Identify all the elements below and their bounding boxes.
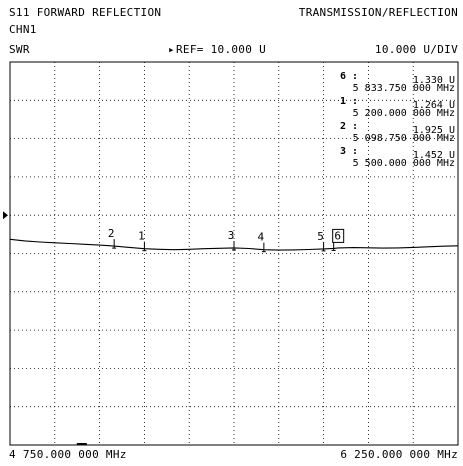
trace-layer [9, 238, 459, 251]
readout-marker-2-value: 1.925 U [413, 125, 455, 136]
marker-3-label: 3 [228, 229, 235, 242]
readout-marker-3-frequency: 5 500.000 000 MHz [353, 158, 455, 169]
readout-marker-6-value: 1.330 U [413, 75, 455, 86]
start-frequency: 4 750.000 000 MHz [9, 448, 127, 461]
marker-readout-panel: 6 : 1.330 U5 833.750 000 MHz 1 : 1.264 U5 2… [340, 71, 455, 169]
scale-per-division: 10.000 U/DIV [374, 43, 458, 56]
stop-frequency: 6 250.000 000 MHz [340, 448, 458, 461]
marker-6-label: 6 [334, 229, 341, 242]
ref-arrow-icon: ▸ [168, 43, 175, 56]
reference-position-pointer [3, 211, 8, 220]
readout-marker-6-frequency: 5 833.750 000 MHz [353, 83, 455, 94]
marker-4-label: 4 [258, 231, 265, 244]
measurement-title: S11 FORWARD REFLECTION [9, 6, 162, 19]
marker-6-box [332, 228, 345, 243]
marker-1-label: 1 [138, 230, 145, 243]
readout-marker-1-id: 1 : [340, 96, 358, 107]
readout-marker-6-id: 6 : [340, 71, 358, 82]
channel-label: CHN1 [9, 23, 37, 36]
trace-line [9, 238, 459, 251]
marker-2-label: 2 [108, 227, 115, 240]
format-label: SWR [9, 43, 30, 56]
readout-marker-3-value: 1.452 U [413, 150, 455, 161]
mode-title: TRANSMISSION/REFLECTION [298, 6, 458, 19]
readout-marker-3-id: 3 : [340, 146, 358, 157]
readout-marker-2-frequency: 5 098.750 000 MHz [353, 133, 455, 144]
marker-5-label: 5 [317, 230, 324, 243]
readout-marker-1-frequency: 5 200.000 000 MHz [353, 108, 455, 119]
readout-marker-1-value: 1.264 U [413, 100, 455, 111]
reference-value: REF= 10.000 U [176, 43, 266, 56]
graticule [9, 61, 459, 446]
marker-layer: 1 2 3 4 5 6 [108, 227, 345, 253]
readout-marker-2-id: 2 : [340, 121, 358, 132]
